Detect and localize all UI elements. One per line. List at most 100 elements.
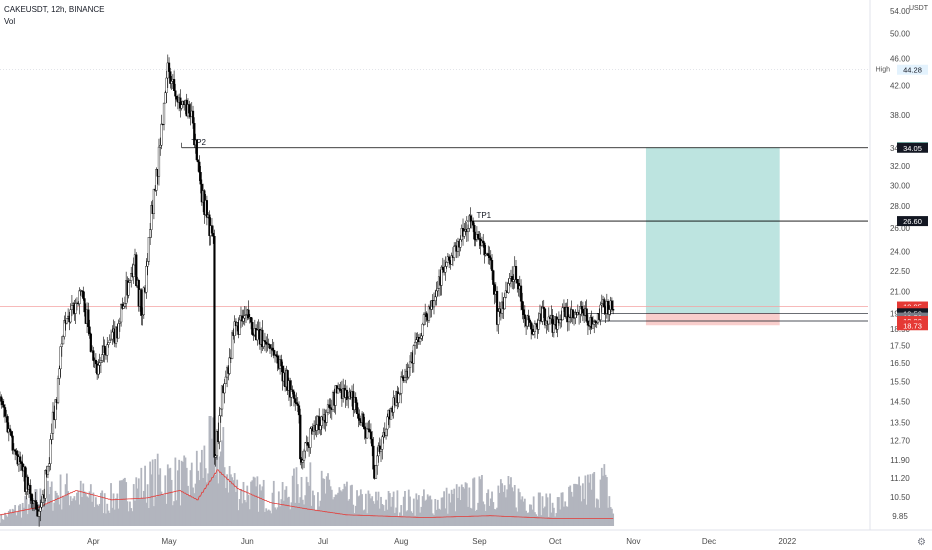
volume-bar [327,473,329,526]
volume-bar [407,489,410,526]
candle-down [610,300,613,310]
long-position-profit-zone [645,147,780,314]
candle-down [212,233,215,237]
volume-bar [493,508,496,526]
volume-bar [547,516,550,526]
price-unit-label: USDT [909,5,929,12]
volume-bar [246,485,249,526]
volume-bar [489,498,492,526]
volume-bar [411,512,414,526]
volume-bar [233,473,236,526]
candle-up [150,205,153,230]
volume-bar [498,492,501,526]
candle-down [527,315,530,321]
volume-bar [443,491,445,526]
volume-bar [318,506,321,526]
volume-bar [565,506,568,526]
volume-bar [473,477,476,526]
candle-up [180,104,183,109]
candle-down [495,290,499,325]
volume-bar [584,475,587,526]
volume-bar [212,417,215,526]
volume-bar [610,508,613,526]
volume-bar [65,473,68,526]
candle-up [155,169,158,191]
candle-down [362,413,365,428]
candle-up [118,321,121,324]
volume-bar [552,507,555,526]
volume-bar [5,515,8,526]
volume-bar [409,496,411,526]
volume-bar [141,498,144,526]
volume-bar [436,499,439,526]
candle-down [19,456,22,463]
candle-down [425,312,428,317]
volume-bar [159,468,162,526]
candle-down [328,404,331,408]
time-tick-label: Nov [626,537,640,546]
volume-bar [204,468,207,526]
volume-bar [299,497,302,526]
volume-indicator-label[interactable]: Vol [4,17,16,26]
candle-down [543,308,547,326]
volume-bar [63,496,66,526]
volume-bar [282,500,285,526]
candle-up [526,315,529,327]
volume-bar [153,506,155,526]
volume-bar [551,502,554,526]
volume-bar [19,504,22,526]
candle-up [436,288,439,292]
candle-down [369,431,373,440]
volume-bar [391,497,394,526]
candle-up [120,303,123,323]
volume-bar [528,504,531,526]
volume-bar [14,505,17,526]
volume-bar [347,500,350,526]
price-tick-label: 17.50 [890,341,911,350]
time-tick-label: Dec [702,537,716,546]
volume-bar [303,504,305,526]
volume-bar [534,512,536,526]
volume-bar [184,457,187,526]
volume-bar [96,504,99,526]
volume-bar [609,507,612,526]
volume-bar [100,492,102,526]
candle-down [35,502,38,510]
volume-bar [431,513,434,526]
candle-up [98,362,101,366]
candle-up [127,282,130,296]
volume-bar [255,486,258,526]
candle-up [69,309,72,323]
candle-up [54,399,57,420]
volume-bar [161,494,164,526]
volume-bar [510,477,512,526]
candle-up [39,507,42,512]
candle-down [378,445,381,452]
chart-settings-gear-icon[interactable]: ⚙ [917,537,926,548]
candle-down [29,485,32,494]
volume-bar [150,474,153,526]
candle-down [169,71,172,84]
candle-down [289,380,292,398]
volume-bar [607,507,610,526]
volume-bar [338,487,341,526]
candle-down [14,449,17,452]
candle-down [87,309,90,328]
candle-down [566,307,569,323]
candle-down [198,161,201,173]
candle-up [415,339,418,343]
candle-up [123,303,127,307]
volume-bar [137,478,140,526]
volume-bar [594,507,597,526]
volume-bar [544,506,546,526]
candle-down [581,308,584,314]
volume-bar [130,508,133,526]
candle-down [490,260,494,271]
volume-bar [420,506,423,526]
candle-up [325,412,328,423]
volume-bar [203,445,206,526]
volume-bar [145,502,148,526]
symbol-line[interactable]: CAKEUSDT, 12h, BINANCE [4,5,105,14]
volume-bar [370,498,372,526]
